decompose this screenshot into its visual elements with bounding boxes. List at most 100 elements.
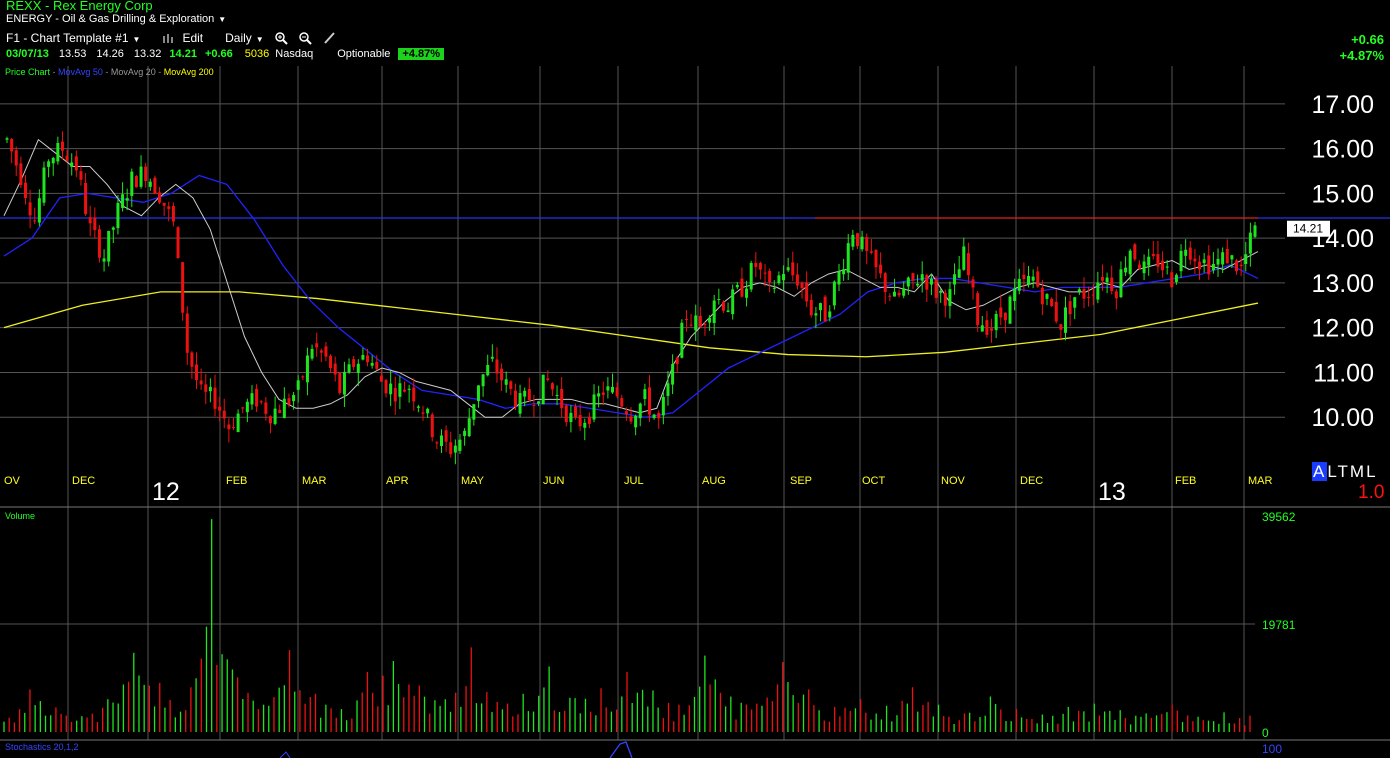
- template-label: F1 - Chart Template #1: [6, 31, 129, 45]
- candle: [245, 401, 249, 413]
- candle: [855, 233, 859, 247]
- candle: [250, 393, 254, 405]
- last-price-tag-text: 14.21: [1293, 222, 1323, 236]
- candle: [467, 418, 471, 437]
- candle: [222, 410, 226, 419]
- candle: [634, 415, 638, 428]
- candle: [472, 404, 476, 420]
- candle: [439, 435, 443, 446]
- candle: [1082, 289, 1086, 299]
- candle: [102, 258, 106, 262]
- candle: [278, 409, 282, 413]
- quote-open: 13.53: [58, 48, 87, 60]
- candle: [356, 363, 360, 374]
- candle: [1225, 248, 1229, 264]
- x-year-label: 12: [152, 478, 180, 506]
- candle: [860, 236, 864, 250]
- candle: [449, 442, 453, 455]
- candle: [1096, 282, 1100, 300]
- candle: [916, 283, 920, 286]
- stochastic-line: [609, 741, 633, 758]
- candle: [144, 166, 148, 182]
- candle: [1235, 260, 1239, 272]
- candle: [1244, 254, 1248, 265]
- x-month-label: FEB: [226, 475, 247, 487]
- candle: [606, 386, 610, 391]
- candle: [162, 202, 166, 206]
- candle: [47, 161, 51, 167]
- candle: [158, 192, 162, 203]
- period-dropdown[interactable]: Daily ▼: [225, 31, 264, 45]
- candle: [883, 273, 887, 293]
- candle: [597, 393, 601, 397]
- candle: [560, 388, 564, 409]
- candle: [564, 405, 568, 423]
- chart-multiplier: 1.0: [1358, 482, 1385, 503]
- candle: [888, 295, 892, 297]
- right-change: +0.66: [1351, 32, 1384, 47]
- candle: [1211, 263, 1215, 271]
- candle: [370, 363, 374, 366]
- chart-header: REXX - Rex Energy Corp ENERGY - Oil & Ga…: [0, 0, 1390, 66]
- candle: [592, 394, 596, 420]
- zoom-out-icon[interactable]: [298, 31, 312, 45]
- candle: [1008, 296, 1012, 324]
- scale-buttons-ltml[interactable]: LTML: [1327, 462, 1378, 481]
- candle: [213, 387, 217, 409]
- candle: [1193, 258, 1197, 262]
- candle: [342, 371, 346, 395]
- volume-tick-label: 39562: [1262, 510, 1296, 524]
- period-label: Daily: [225, 31, 252, 45]
- candle: [1170, 272, 1174, 288]
- candle: [403, 389, 407, 392]
- template-dropdown[interactable]: F1 - Chart Template #1 ▼: [6, 31, 140, 45]
- price-volume-chart[interactable]: 17.0016.0015.0014.0013.0012.0011.0010.00…: [0, 66, 1390, 758]
- candle: [407, 388, 411, 390]
- x-month-label: MAY: [461, 475, 485, 487]
- candle: [338, 372, 342, 393]
- candle: [268, 416, 272, 424]
- candle: [624, 411, 628, 415]
- candle: [712, 300, 716, 324]
- candle: [379, 375, 383, 382]
- candle: [231, 426, 235, 428]
- candle: [929, 278, 933, 285]
- candle: [1013, 288, 1017, 302]
- candle: [481, 374, 485, 387]
- candle: [5, 138, 9, 140]
- candle: [587, 416, 591, 424]
- sector-dropdown[interactable]: ENERGY - Oil & Gas Drilling & Exploratio…: [6, 13, 226, 25]
- scale-buttons[interactable]: ALTML: [1312, 462, 1378, 482]
- candle: [1100, 277, 1104, 281]
- legend-price: Price Chart: [5, 67, 51, 77]
- candle: [181, 262, 185, 313]
- volume-panel-title: Volume: [5, 511, 36, 521]
- x-month-label: DEC: [1020, 475, 1043, 487]
- candle: [532, 405, 536, 407]
- candle: [800, 282, 804, 289]
- scale-button-a[interactable]: A: [1312, 462, 1328, 481]
- candle: [708, 317, 712, 323]
- candle: [1124, 267, 1128, 273]
- candle: [786, 267, 790, 271]
- candle: [611, 386, 615, 393]
- edit-button[interactable]: Edit: [182, 31, 204, 45]
- candle: [962, 246, 966, 270]
- right-percent: +4.87%: [1339, 48, 1384, 63]
- y-tick-label: 15.00: [1311, 180, 1374, 208]
- candle: [361, 354, 365, 360]
- zoom-in-icon[interactable]: [274, 31, 288, 45]
- pencil-icon[interactable]: [322, 31, 336, 45]
- candle: [97, 229, 101, 258]
- candle: [412, 387, 416, 402]
- candle: [541, 374, 545, 405]
- candle: [1091, 294, 1095, 296]
- candle: [134, 176, 138, 188]
- candle: [814, 313, 818, 316]
- sector-label: ENERGY - Oil & Gas Drilling & Exploratio…: [6, 13, 215, 25]
- candle: [745, 288, 749, 298]
- last-price-tag: [1287, 220, 1330, 237]
- candle: [652, 414, 656, 419]
- price-panel-legend: Price Chart - MovAvg 50 - MovAvg 20 - Mo…: [5, 67, 214, 77]
- candle: [352, 359, 356, 367]
